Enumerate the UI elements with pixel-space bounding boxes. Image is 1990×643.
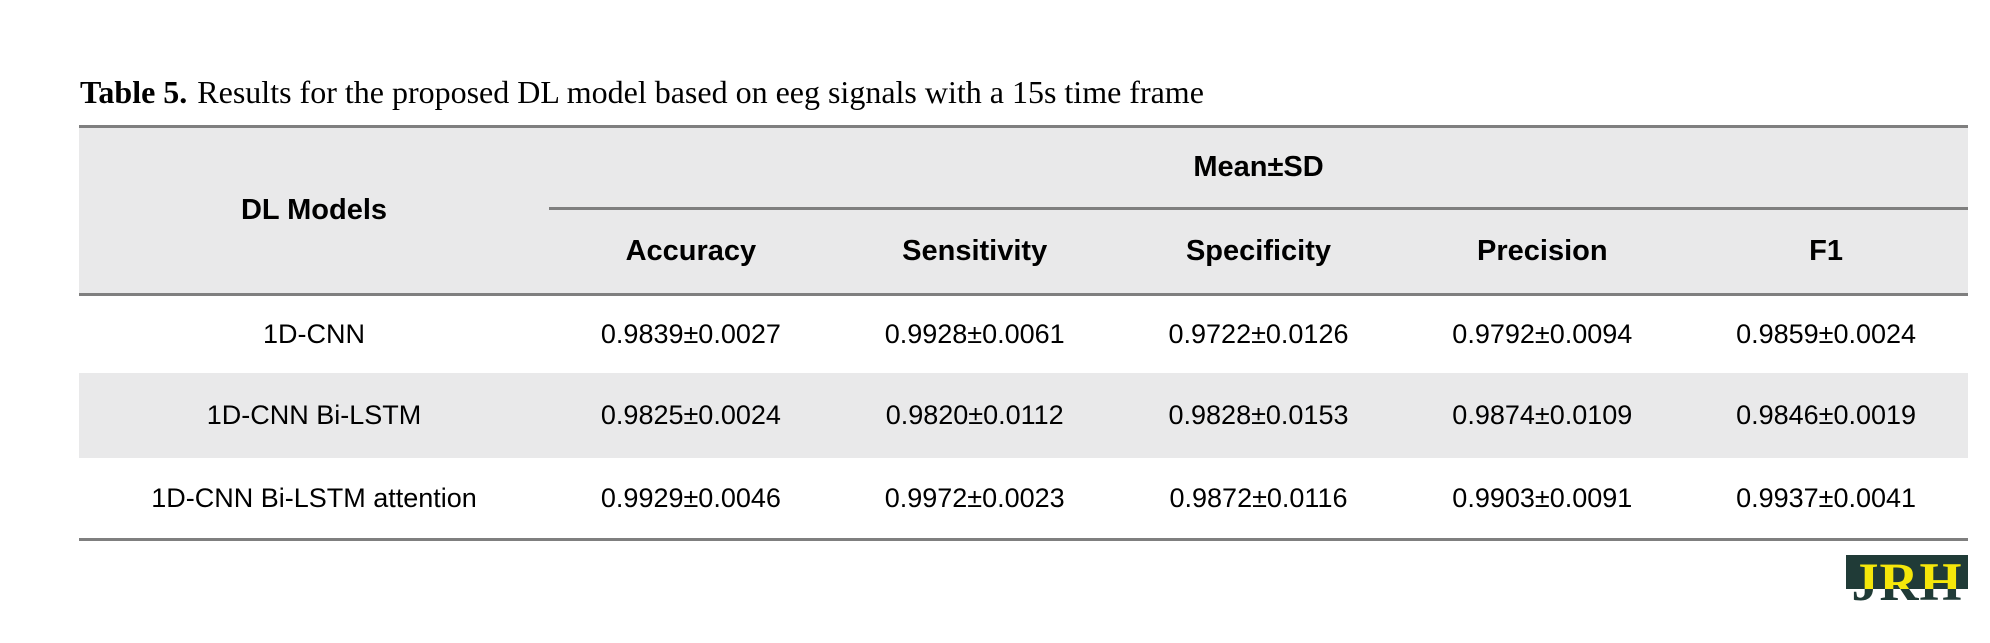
group-header-mean-sd: Mean±SD — [549, 128, 1968, 210]
metric-header-row: Accuracy Sensitivity Specificity Precisi… — [549, 210, 1968, 293]
cell-precision: 0.9874±0.0109 — [1452, 400, 1633, 430]
cell-f1: 0.9859±0.0024 — [1736, 319, 1917, 349]
jrh-journal-logo: JRH JRH — [1846, 555, 1968, 615]
cell-f1: 0.9846±0.0019 — [1736, 400, 1917, 430]
jrh-logo-background — [1846, 555, 1968, 589]
table-body: 1D-CNN 0.9839±0.0027 0.9928±0.0061 0.972… — [79, 296, 1968, 541]
column-header-dl-models: DL Models — [240, 194, 388, 226]
cell-accuracy: 0.9839±0.0027 — [600, 319, 781, 349]
cell-f1: 0.9937±0.0041 — [1736, 482, 1917, 513]
column-header-sensitivity: Sensitivity — [902, 235, 1048, 267]
table-row: 1D-CNN 0.9839±0.0027 0.9928±0.0061 0.972… — [79, 296, 1968, 373]
table-row: 1D-CNN Bi-LSTM 0.9825±0.0024 0.9820±0.01… — [79, 373, 1968, 458]
table-header: DL Models Mean±SD Accuracy Sensitivity S… — [79, 125, 1968, 296]
column-header-precision: Precision — [1477, 235, 1608, 267]
row-model-name: 1D-CNN — [262, 319, 365, 349]
cell-precision: 0.9792±0.0094 — [1452, 319, 1633, 349]
cell-specificity: 0.9828±0.0153 — [1168, 400, 1349, 430]
row-model-name: 1D-CNN Bi-LSTM — [206, 400, 422, 430]
table-row: 1D-CNN Bi-LSTM attention 0.9929±0.0046 0… — [79, 458, 1968, 538]
cell-sensitivity: 0.9972±0.0023 — [884, 482, 1065, 513]
cell-accuracy: 0.9929±0.0046 — [600, 482, 781, 513]
column-header-accuracy: Accuracy — [625, 235, 757, 267]
cell-precision: 0.9903±0.0091 — [1452, 482, 1633, 513]
column-header-f1: F1 — [1809, 235, 1843, 267]
table-caption-text: Results for the proposed DL model based … — [197, 74, 1204, 110]
table-caption-label: Table 5. — [80, 74, 188, 110]
metrics-header-group: Mean±SD Accuracy Sensitivity Specificity… — [549, 128, 1968, 293]
column-header-specificity: Specificity — [1185, 235, 1332, 267]
jrh-logo-text-lower: JRH — [1846, 589, 1968, 609]
results-table: DL Models Mean±SD Accuracy Sensitivity S… — [79, 125, 1968, 541]
cell-sensitivity: 0.9820±0.0112 — [885, 400, 1064, 430]
cell-specificity: 0.9722±0.0126 — [1168, 319, 1349, 349]
table-caption: Table 5. Results for the proposed DL mode… — [80, 74, 1204, 111]
cell-accuracy: 0.9825±0.0024 — [600, 400, 781, 430]
cell-specificity: 0.9872±0.0116 — [1169, 482, 1348, 513]
row-model-name: 1D-CNN Bi-LSTM attention — [151, 482, 477, 513]
cell-sensitivity: 0.9928±0.0061 — [884, 319, 1065, 349]
